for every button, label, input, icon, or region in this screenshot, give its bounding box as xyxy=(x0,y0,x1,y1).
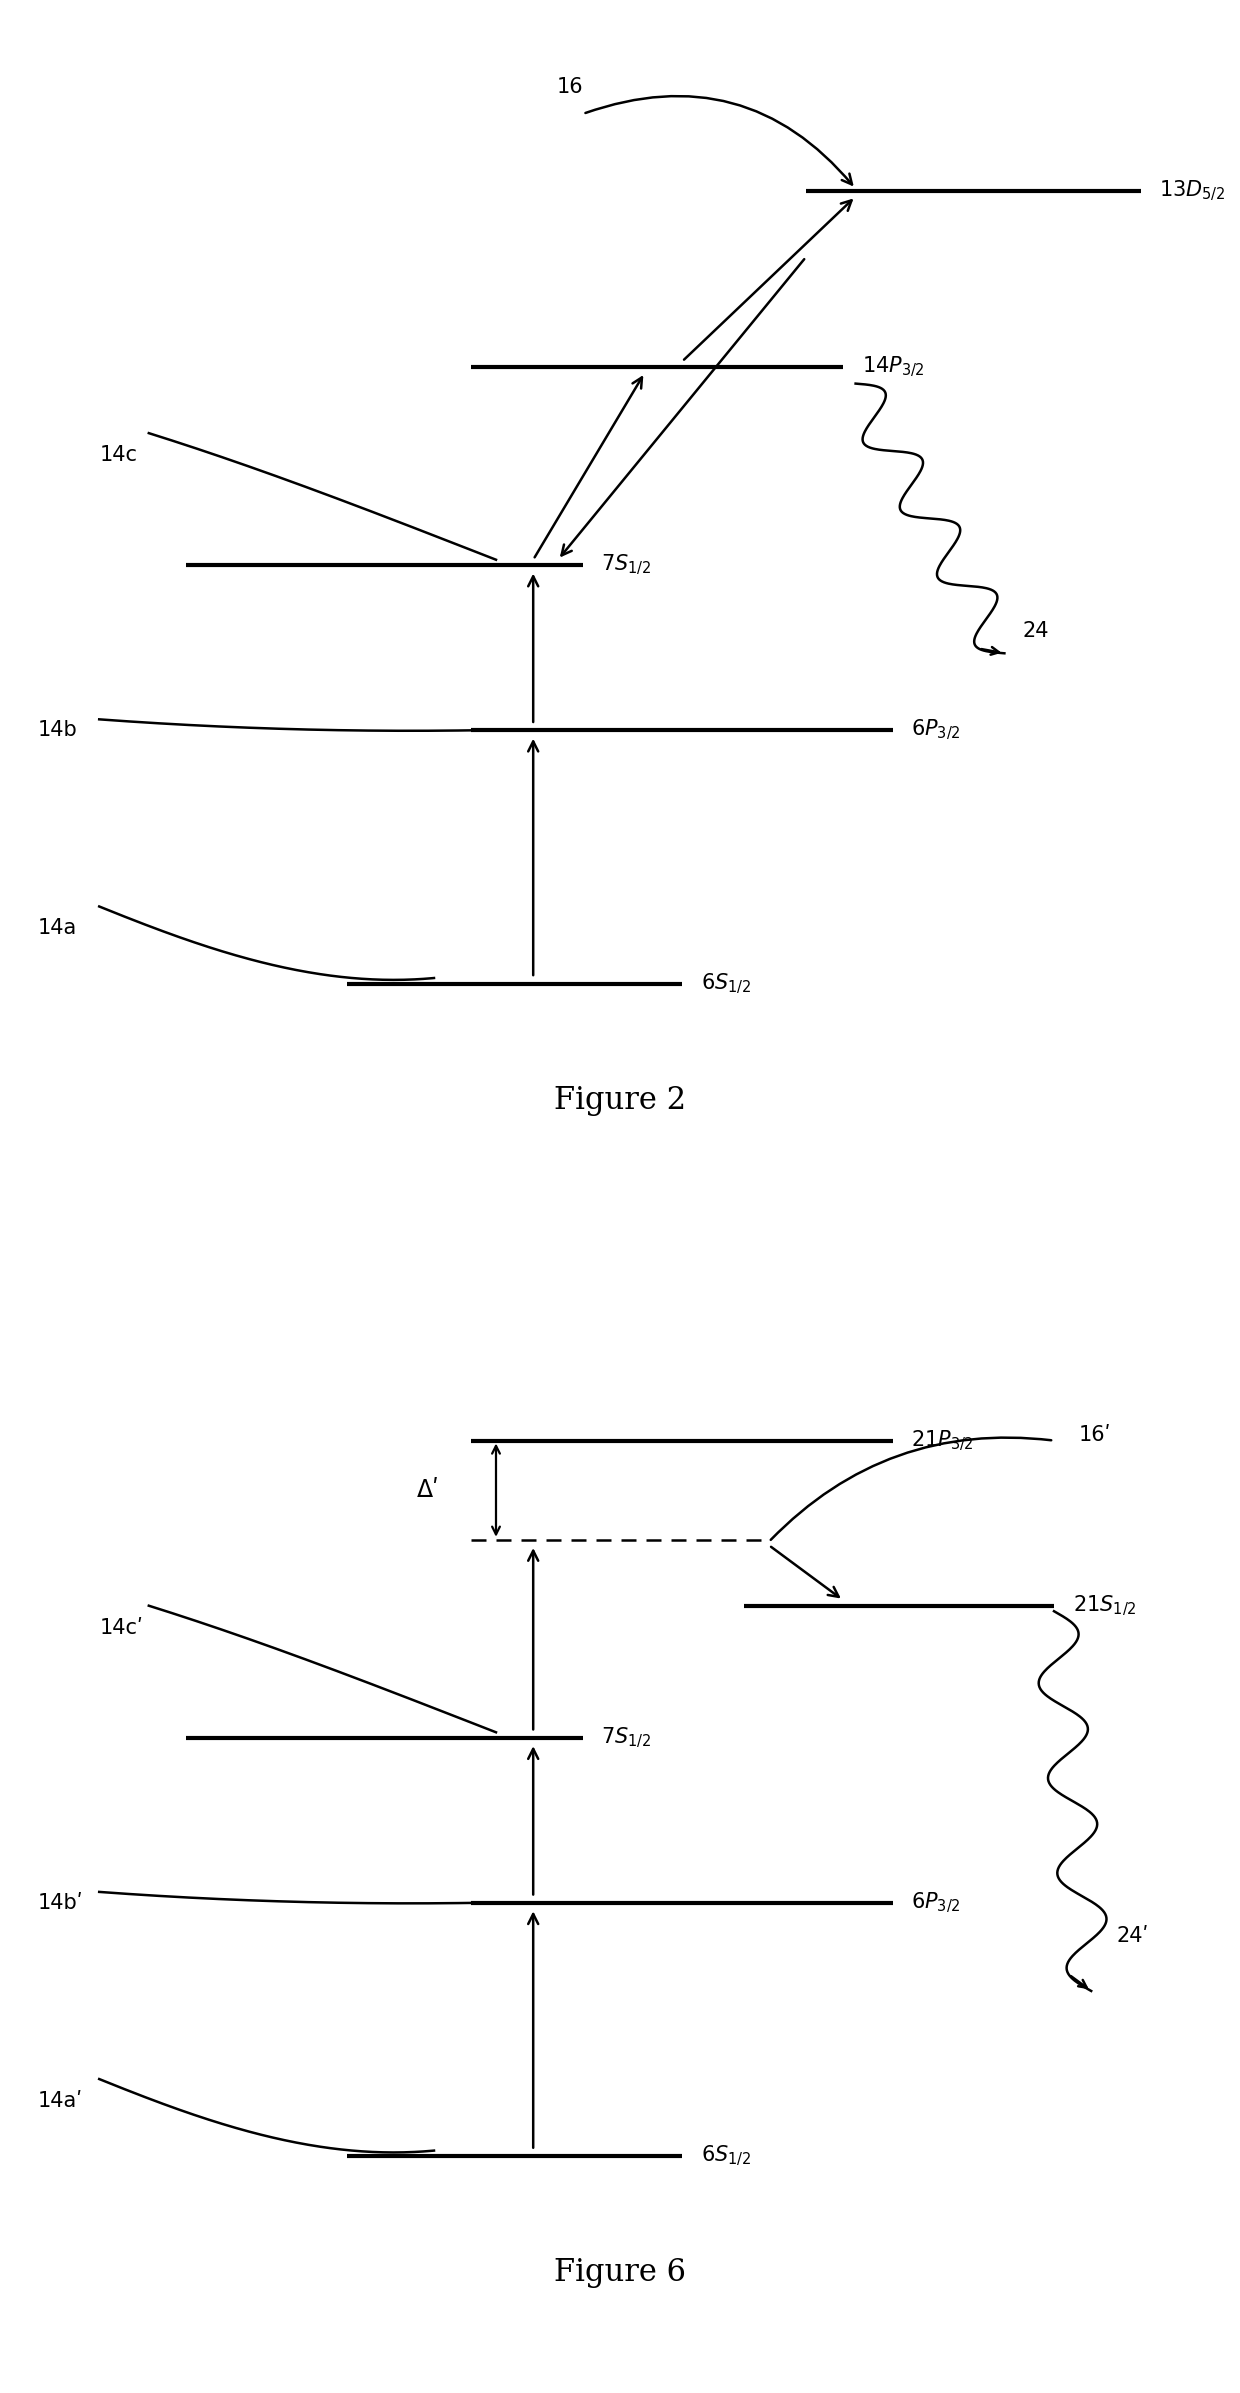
Text: $6S_{1/2}$: $6S_{1/2}$ xyxy=(701,972,750,995)
Text: $6P_{3/2}$: $6P_{3/2}$ xyxy=(911,718,961,742)
Text: $21S_{1/2}$: $21S_{1/2}$ xyxy=(1073,1594,1136,1618)
Text: $7S_{1/2}$: $7S_{1/2}$ xyxy=(601,1725,651,1749)
Text: $7S_{1/2}$: $7S_{1/2}$ xyxy=(601,553,651,577)
Text: Figure 2: Figure 2 xyxy=(554,1084,686,1115)
Text: 24: 24 xyxy=(1023,622,1049,641)
Text: $21P_{3/2}$: $21P_{3/2}$ xyxy=(911,1429,975,1453)
Text: 16ʹ: 16ʹ xyxy=(1079,1426,1111,1445)
Text: 16: 16 xyxy=(557,77,584,98)
Text: 14cʹ: 14cʹ xyxy=(99,1618,143,1637)
Text: $13D_{5/2}$: $13D_{5/2}$ xyxy=(1159,179,1225,203)
Text: 14b: 14b xyxy=(37,720,77,739)
Text: Figure 6: Figure 6 xyxy=(554,2257,686,2288)
Text: 14c: 14c xyxy=(99,445,138,464)
Text: 24ʹ: 24ʹ xyxy=(1116,1926,1148,1946)
Text: 14bʹ: 14bʹ xyxy=(37,1893,83,1912)
Text: $14P_{3/2}$: $14P_{3/2}$ xyxy=(862,354,925,378)
Text: $6S_{1/2}$: $6S_{1/2}$ xyxy=(701,2144,750,2168)
Text: Δʹ: Δʹ xyxy=(417,1479,439,1503)
Text: 14a: 14a xyxy=(37,919,77,938)
Text: 14aʹ: 14aʹ xyxy=(37,2091,82,2111)
Text: $6P_{3/2}$: $6P_{3/2}$ xyxy=(911,1890,961,1914)
